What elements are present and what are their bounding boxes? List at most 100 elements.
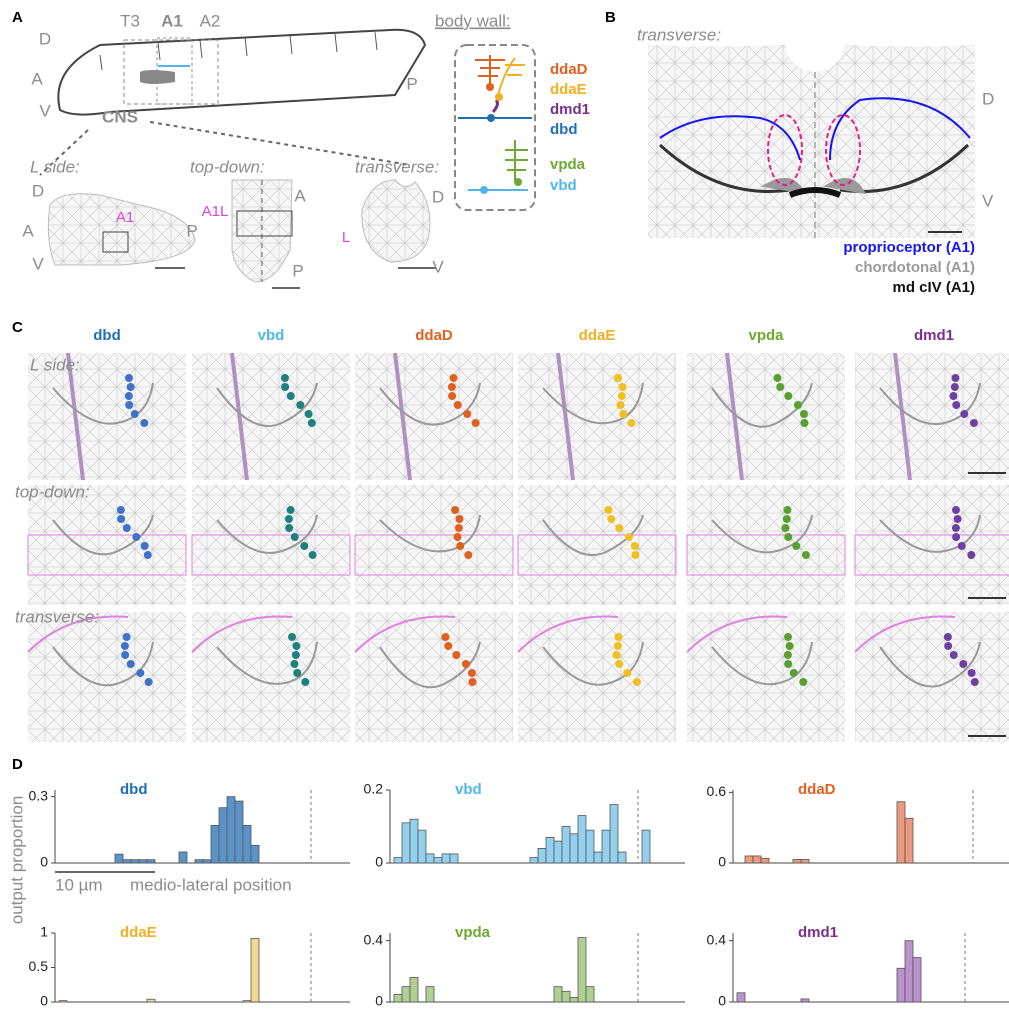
bar — [139, 860, 147, 863]
axis-label: D — [432, 187, 444, 206]
axis-label: V — [39, 101, 51, 120]
synapse — [784, 633, 792, 641]
bar — [394, 994, 402, 1002]
bar — [203, 860, 211, 863]
synapse — [308, 419, 316, 427]
synapse — [960, 410, 968, 418]
synapse — [784, 651, 792, 659]
neuron-label: vbd — [550, 177, 577, 194]
synapse — [950, 651, 958, 659]
mesh-tile — [518, 485, 676, 605]
synapse — [944, 642, 952, 650]
synapse — [463, 410, 471, 418]
bar — [538, 848, 546, 863]
y-axis-label: output proportion — [7, 796, 26, 925]
y-tick-label: 0.3 — [29, 787, 49, 803]
bar — [610, 805, 618, 863]
axis-label: V — [432, 257, 444, 276]
synapse — [607, 515, 615, 523]
mesh-tile — [355, 612, 513, 742]
soma — [514, 178, 522, 186]
synapse — [612, 651, 620, 659]
bar — [562, 991, 570, 1002]
synapse — [472, 419, 480, 427]
synapse — [773, 374, 781, 382]
bar — [530, 858, 538, 863]
bar — [905, 818, 913, 863]
cns-label: CNS — [102, 107, 138, 126]
synapse — [625, 533, 633, 541]
axis-label: P — [186, 221, 197, 240]
synapse — [618, 383, 626, 391]
synapse — [790, 669, 798, 677]
y-tick-label: 0 — [375, 854, 383, 870]
synapse — [631, 551, 639, 559]
synapse — [301, 678, 309, 686]
panel-letter: C — [12, 319, 23, 336]
cns-topdown — [232, 180, 292, 282]
synapse — [614, 374, 622, 382]
synapse — [968, 669, 976, 677]
synapse — [441, 633, 449, 641]
synapse — [140, 419, 148, 427]
synapse — [618, 392, 626, 400]
synapse — [296, 401, 304, 409]
bar — [913, 958, 921, 1002]
segment-label: T3 — [120, 11, 140, 30]
synapse — [786, 642, 794, 650]
cns-lside — [48, 194, 195, 265]
view-label: L side: — [30, 157, 80, 176]
synapse — [627, 419, 635, 427]
synapse — [614, 642, 622, 650]
bar — [243, 1001, 251, 1002]
synapse — [633, 678, 641, 686]
bar — [897, 968, 905, 1002]
soma — [480, 186, 488, 194]
segment-label: L — [342, 229, 350, 246]
mesh-tile — [192, 353, 350, 480]
synapse — [970, 419, 978, 427]
neuron-title: ddaD — [415, 327, 453, 344]
mesh-tile — [687, 353, 845, 480]
bar — [123, 860, 131, 863]
synapse — [781, 524, 789, 532]
soma — [487, 114, 495, 122]
synapse — [971, 678, 979, 686]
view-label: top-down: — [190, 157, 265, 176]
y-tick-label: 0 — [40, 854, 48, 870]
synapse — [444, 642, 452, 650]
synapse — [455, 524, 463, 532]
mesh-tile — [355, 485, 513, 605]
synapse — [952, 524, 960, 532]
synapse — [136, 669, 144, 677]
synapse — [462, 660, 470, 668]
synapse — [125, 392, 133, 400]
synapse — [117, 515, 125, 523]
mesh-tile — [518, 353, 676, 480]
bar — [147, 999, 155, 1002]
axis-label: P — [292, 261, 303, 280]
synapse — [454, 401, 462, 409]
synapse — [448, 383, 456, 391]
body-wall-box — [455, 45, 535, 210]
y-tick-label: 0.4 — [364, 931, 384, 947]
synapse — [117, 506, 125, 514]
synapse — [792, 542, 800, 550]
synapse — [450, 374, 458, 382]
synapse — [288, 633, 296, 641]
synapse — [123, 633, 131, 641]
neuron-label: ddaD — [550, 61, 588, 78]
mesh-tile — [28, 485, 186, 605]
legend-entry: chordotonal (A1) — [855, 259, 975, 276]
bar — [251, 845, 259, 863]
bar — [586, 987, 594, 1002]
synapse — [952, 401, 960, 409]
bar — [115, 854, 123, 863]
synapse — [127, 660, 135, 668]
synapse — [615, 524, 623, 532]
bar — [59, 1001, 67, 1002]
bar — [195, 860, 203, 863]
synapse — [281, 383, 289, 391]
synapse — [784, 392, 792, 400]
synapse — [453, 533, 461, 541]
